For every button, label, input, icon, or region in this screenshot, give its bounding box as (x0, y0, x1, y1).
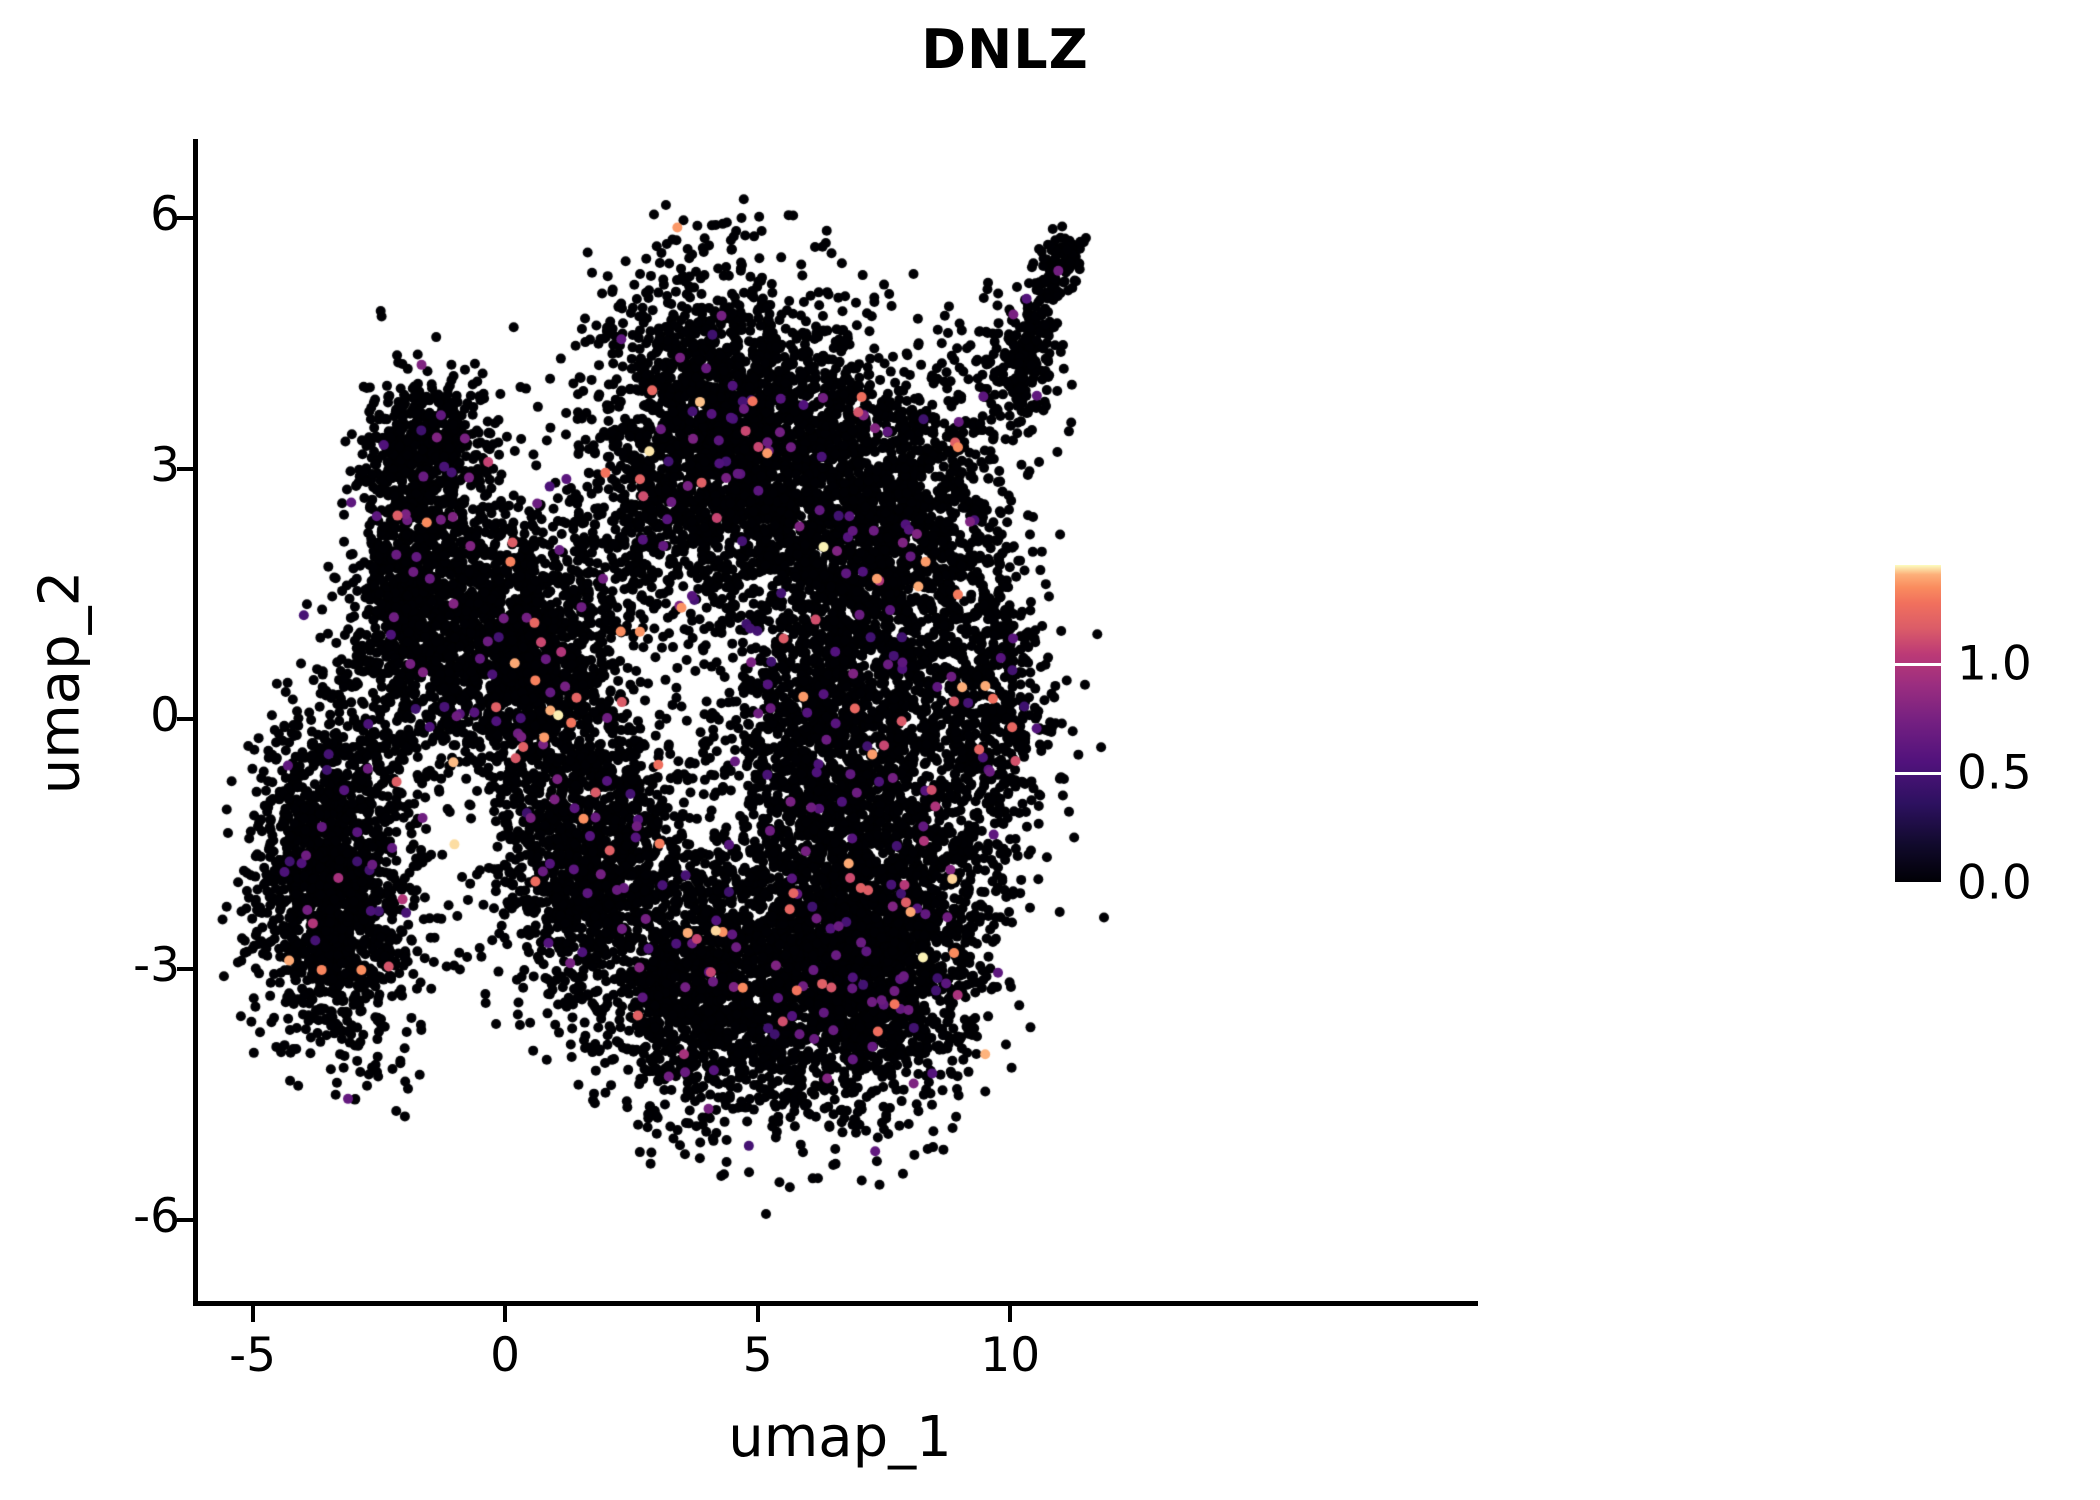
y-tick-mark (177, 466, 194, 471)
x-axis-label: umap_1 (728, 1405, 952, 1470)
page-title: DNLZ (921, 18, 1089, 81)
x-axis-spine (193, 1301, 1478, 1306)
x-tick-label: 5 (742, 1328, 773, 1383)
y-tick-label: 0 (150, 687, 180, 743)
y-axis-label: umap_2 (27, 570, 93, 795)
colorbar-tick-mark (1895, 662, 1941, 666)
y-tick-label: 3 (150, 437, 180, 493)
colorbar-tick-label: 0.0 (1957, 855, 2032, 911)
y-tick-mark (177, 967, 194, 972)
colorbar-tick-label: 1.0 (1957, 636, 2032, 692)
y-tick-label: -6 (133, 1188, 180, 1244)
x-tick-mark (250, 1305, 255, 1322)
y-tick-mark (177, 716, 194, 721)
colorbar-gradient (1895, 565, 1941, 883)
y-tick-label: 6 (150, 187, 180, 243)
y-tick-label: -3 (133, 938, 180, 994)
colorbar-tick-mark (1895, 882, 1941, 885)
y-axis-spine (193, 139, 198, 1306)
y-tick-mark (177, 216, 194, 221)
colorbar-tick-mark (1895, 772, 1941, 776)
colorbar-tick-label: 0.5 (1957, 745, 2032, 801)
y-tick-mark (177, 1217, 194, 1222)
x-tick-label: 10 (980, 1328, 1041, 1383)
x-tick-label: -5 (229, 1328, 276, 1383)
x-tick-mark (503, 1305, 508, 1322)
colorbar: 0.0 0.5 1.0 (1895, 565, 2095, 911)
x-tick-label: 0 (490, 1328, 521, 1383)
x-tick-mark (1008, 1305, 1013, 1322)
x-tick-mark (755, 1305, 760, 1322)
